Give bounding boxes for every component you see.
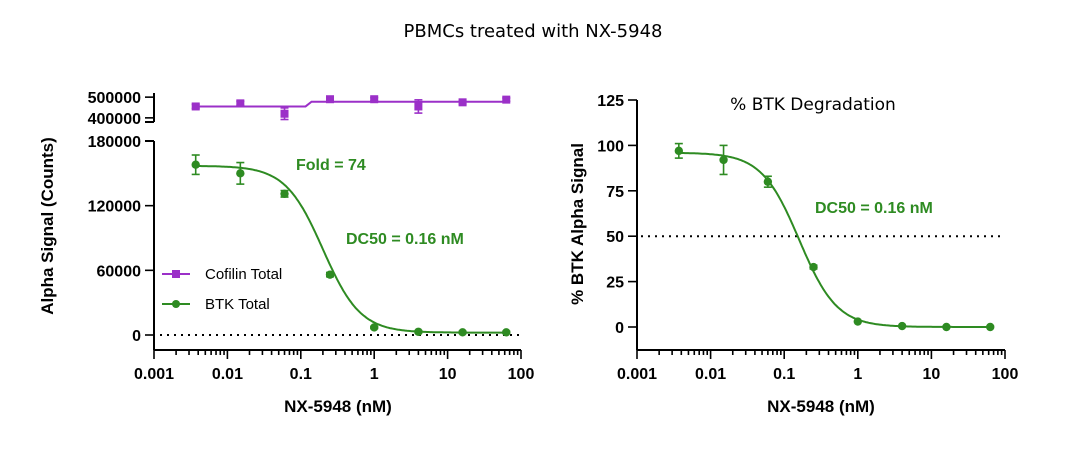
y-tick-label: 0 [132, 328, 141, 345]
right-series [674, 142, 995, 332]
x-tick-label: 0.1 [773, 366, 795, 383]
right-x-axis-title: NX-5948 (nM) [767, 397, 875, 416]
left-y-ticks: 0 60000 120000 180000 400000 500000 [88, 90, 154, 345]
right-y-axis-title: % BTK Alpha Signal [568, 143, 587, 305]
legend-cofilin-label: Cofilin Total [205, 266, 282, 283]
cofilin-point [280, 109, 289, 118]
btk-point [191, 160, 200, 169]
btk-point [502, 328, 511, 337]
left-dc50-annotation: DC50 = 0.16 nM [346, 231, 464, 248]
pct-btk-point [986, 322, 995, 332]
x-tick-label: 10 [923, 366, 941, 383]
legend-cofilin-marker [172, 270, 180, 278]
right-panel: 0.001 0.01 0.1 1 10 100 0 25 50 75 100 125 % BTK D… [568, 93, 1018, 416]
left-y-axis-title: Alpha Signal (Counts) [38, 137, 57, 315]
x-tick-label: 1 [853, 366, 862, 383]
x-tick-label: 0.1 [290, 366, 312, 383]
y-tick-label: 120000 [88, 199, 141, 216]
btk-point [236, 169, 245, 178]
cofilin-point [458, 98, 467, 107]
x-tick-label: 10 [439, 366, 457, 383]
pct-btk-point [674, 146, 684, 156]
y-tick-label: 500000 [88, 90, 141, 107]
btk-point [458, 328, 467, 337]
pct-btk-point [763, 177, 773, 186]
btk-fit-curve [195, 165, 507, 334]
y-tick-label: 0 [615, 320, 624, 337]
figure-title: PBMCs treated with NX-5948 [404, 21, 663, 42]
cofilin-point [191, 102, 200, 111]
left-series [191, 95, 511, 337]
cofilin-point [236, 99, 245, 108]
cofilin-point [414, 102, 423, 111]
btk-point [370, 323, 379, 332]
left-axis-break [145, 121, 154, 142]
x-tick-label: 100 [992, 366, 1019, 383]
legend-btk-label: BTK Total [205, 296, 270, 313]
x-tick-label: 100 [508, 366, 535, 383]
cofilin-fit-line [195, 100, 507, 108]
y-tick-label: 50 [606, 229, 624, 246]
left-x-ticks: 0.001 0.01 0.1 1 10 100 [134, 350, 534, 383]
left-x-axis-title: NX-5948 (nM) [284, 397, 392, 416]
btk-point [325, 270, 335, 279]
x-tick-label: 0.001 [134, 366, 174, 383]
x-tick-label: 0.001 [617, 366, 657, 383]
fold-annotation: Fold = 74 [296, 157, 366, 174]
right-x-ticks: 0.001 0.01 0.1 1 10 100 [617, 350, 1018, 383]
legend: Cofilin Total BTK Total [162, 266, 282, 313]
pct-btk-point [853, 317, 862, 326]
cofilin-point [502, 95, 511, 104]
btk-point [280, 189, 289, 199]
x-tick-label: 1 [370, 366, 379, 383]
y-tick-label: 25 [606, 275, 624, 292]
x-tick-label: 0.01 [212, 366, 243, 383]
pct-btk-fit-curve [678, 152, 991, 328]
left-panel: 0.001 0.01 0.1 1 10 100 0 60000 120000 180000 400… [38, 90, 534, 416]
legend-btk-marker [172, 300, 180, 308]
y-tick-label: 180000 [88, 134, 141, 151]
pct-btk-point [942, 322, 951, 332]
cofilin-point [370, 95, 379, 104]
y-tick-label: 400000 [88, 111, 141, 128]
right-dc50-annotation: DC50 = 0.16 nM [815, 200, 933, 217]
btk-point [414, 327, 423, 336]
pct-btk-point [809, 262, 818, 272]
x-tick-label: 0.01 [695, 366, 726, 383]
pct-btk-point [719, 155, 728, 165]
y-tick-label: 60000 [97, 263, 142, 280]
y-tick-label: 75 [606, 184, 624, 201]
cofilin-point [326, 95, 335, 104]
right-y-ticks: 0 25 50 75 100 125 [597, 93, 637, 337]
y-tick-label: 125 [597, 93, 624, 110]
y-tick-label: 100 [597, 138, 624, 155]
pct-btk-point [897, 321, 907, 331]
right-panel-title: % BTK Degradation [730, 95, 896, 115]
